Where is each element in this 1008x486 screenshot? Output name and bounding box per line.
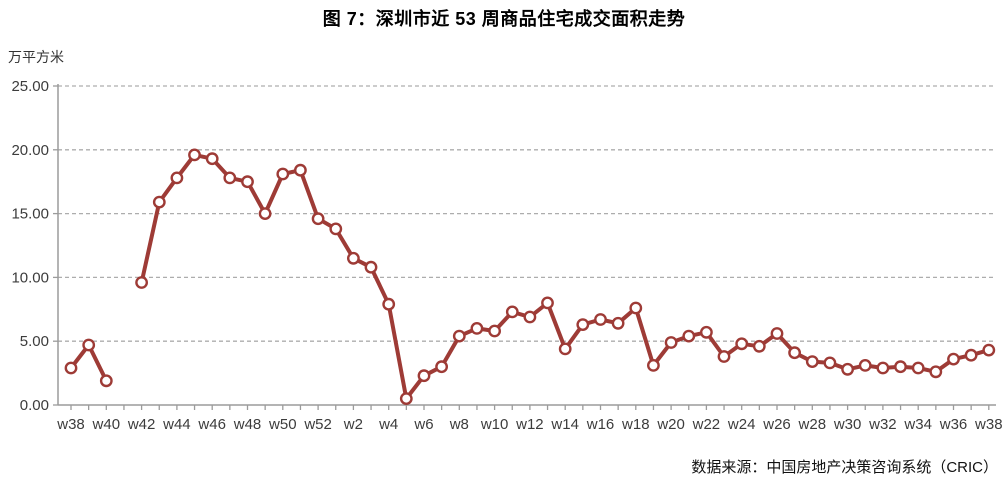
x-tick-label: w16 bbox=[586, 416, 615, 433]
data-point bbox=[735, 337, 749, 351]
data-point bbox=[311, 212, 325, 226]
data-point bbox=[876, 361, 890, 375]
x-tick-label: w18 bbox=[621, 416, 650, 433]
data-point bbox=[964, 348, 978, 362]
x-tick-label: w36 bbox=[939, 416, 968, 433]
x-tick-label: w28 bbox=[798, 416, 827, 433]
y-tick-label: 10.00 bbox=[11, 269, 49, 286]
x-tick-label: w24 bbox=[727, 416, 756, 433]
data-point bbox=[135, 276, 149, 289]
data-point bbox=[594, 313, 607, 326]
data-point bbox=[152, 195, 166, 209]
data-point bbox=[452, 329, 466, 343]
data-point bbox=[293, 163, 307, 177]
data-point bbox=[841, 362, 854, 376]
data-point bbox=[682, 329, 696, 343]
x-tick-label: w26 bbox=[762, 416, 791, 433]
x-tick-label: w52 bbox=[303, 416, 332, 433]
y-tick-label: 25.00 bbox=[11, 78, 49, 95]
data-point bbox=[276, 167, 290, 181]
data-point bbox=[823, 356, 837, 370]
x-tick-label: w46 bbox=[197, 416, 226, 433]
data-point bbox=[929, 365, 943, 379]
data-point bbox=[911, 361, 925, 375]
x-tick-label: w40 bbox=[92, 416, 121, 433]
data-point bbox=[982, 343, 996, 357]
data-point bbox=[541, 296, 554, 310]
chart-title: 图 7：深圳市近 53 周商品住宅成交面积走势 bbox=[322, 9, 686, 29]
x-tick-label: w22 bbox=[692, 416, 721, 433]
data-point bbox=[170, 171, 184, 185]
x-tick-label: w10 bbox=[480, 416, 509, 433]
y-tick-label: 0.00 bbox=[20, 397, 49, 414]
data-point bbox=[188, 148, 201, 162]
y-tick-label: 5.00 bbox=[20, 333, 49, 350]
data-point bbox=[717, 350, 731, 363]
x-tick-label: w34 bbox=[903, 416, 932, 433]
x-tick-label: w48 bbox=[233, 416, 262, 433]
data-point bbox=[805, 355, 819, 368]
data-point bbox=[205, 152, 219, 166]
x-tick-label: w42 bbox=[127, 416, 156, 433]
data-point bbox=[629, 301, 643, 315]
data-point bbox=[417, 369, 431, 383]
data-point bbox=[82, 338, 96, 352]
data-point bbox=[64, 361, 78, 375]
data-point bbox=[523, 310, 537, 324]
y-tick-label: 15.00 bbox=[11, 206, 49, 223]
x-tick-label: w38 bbox=[974, 416, 1003, 433]
data-point bbox=[558, 342, 572, 356]
data-point bbox=[241, 175, 254, 189]
data-point bbox=[258, 207, 272, 221]
data-point bbox=[223, 171, 237, 185]
data-point bbox=[700, 325, 713, 339]
data-point bbox=[435, 360, 448, 374]
data-point bbox=[664, 336, 678, 349]
x-tick-label: w50 bbox=[268, 416, 297, 433]
data-point bbox=[647, 358, 660, 372]
data-point bbox=[576, 318, 590, 331]
x-tick-label: w4 bbox=[378, 416, 398, 433]
x-tick-label: w6 bbox=[413, 416, 433, 433]
data-point bbox=[364, 260, 378, 274]
x-tick-label: w32 bbox=[868, 416, 897, 433]
x-tick-label: w30 bbox=[833, 416, 862, 433]
data-point bbox=[770, 327, 784, 340]
data-point bbox=[505, 305, 519, 319]
x-tick-label: w14 bbox=[550, 416, 579, 433]
x-tick-label: w44 bbox=[162, 416, 191, 433]
data-point bbox=[399, 392, 413, 405]
data-point bbox=[488, 324, 501, 338]
data-point bbox=[947, 352, 960, 366]
data-point bbox=[470, 321, 484, 335]
x-tick-label: w38 bbox=[56, 416, 85, 433]
data-point bbox=[788, 346, 801, 360]
x-tick-label: w20 bbox=[656, 416, 685, 433]
data-point bbox=[346, 251, 360, 265]
y-axis-unit-label: 万平方米 bbox=[8, 49, 64, 65]
y-tick-label: 20.00 bbox=[11, 142, 49, 159]
x-tick-label: w8 bbox=[449, 416, 469, 433]
data-point bbox=[329, 222, 343, 236]
data-point bbox=[894, 360, 907, 374]
data-point bbox=[752, 339, 766, 353]
data-point bbox=[858, 358, 872, 372]
x-tick-label: w2 bbox=[343, 416, 363, 433]
data-source-note: 数据来源：中国房地产决策咨询系统（CRIC） bbox=[691, 459, 998, 476]
data-point bbox=[611, 316, 625, 330]
x-tick-label: w12 bbox=[515, 416, 544, 433]
data-point bbox=[382, 297, 396, 311]
data-point bbox=[99, 374, 113, 388]
